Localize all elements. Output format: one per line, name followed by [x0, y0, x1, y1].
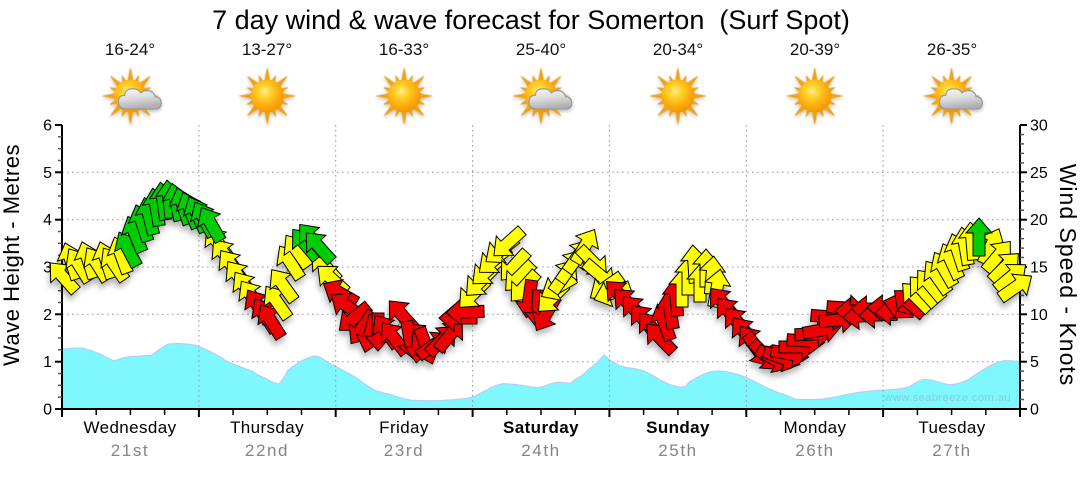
- svg-text:0: 0: [43, 402, 52, 419]
- svg-text:Wednesday: Wednesday: [83, 418, 176, 437]
- svg-text:20-39°: 20-39°: [790, 40, 840, 59]
- svg-text:16-24°: 16-24°: [105, 40, 155, 59]
- svg-text:Sunday: Sunday: [646, 418, 710, 437]
- svg-text:24th: 24th: [521, 441, 561, 460]
- svg-text:25th: 25th: [658, 441, 698, 460]
- svg-text:13-27°: 13-27°: [242, 40, 292, 59]
- svg-text:Wind Speed - Knots: Wind Speed - Knots: [1055, 164, 1080, 387]
- svg-text:0: 0: [1030, 402, 1039, 419]
- svg-text:6: 6: [43, 118, 52, 135]
- svg-text:16-33°: 16-33°: [379, 40, 429, 59]
- svg-text:4: 4: [43, 212, 52, 229]
- svg-text:10: 10: [1030, 307, 1048, 324]
- svg-text:15: 15: [1030, 260, 1048, 277]
- svg-text:25-40°: 25-40°: [516, 40, 566, 59]
- svg-text:20: 20: [1030, 212, 1048, 229]
- svg-text:Thursday: Thursday: [230, 418, 304, 437]
- svg-text:Friday: Friday: [379, 418, 429, 437]
- svg-text:5: 5: [43, 165, 52, 182]
- svg-text:22nd: 22nd: [245, 441, 289, 460]
- svg-text:1: 1: [43, 354, 52, 371]
- svg-text:5: 5: [1030, 354, 1039, 371]
- svg-text:Wave Height - Metres: Wave Height - Metres: [0, 144, 24, 366]
- svg-text:Monday: Monday: [784, 418, 847, 437]
- svg-text:3: 3: [43, 260, 52, 277]
- svg-text:Tuesday: Tuesday: [918, 418, 985, 437]
- svg-text:27th: 27th: [932, 441, 972, 460]
- svg-text:www.seabreeze.com.au: www.seabreeze.com.au: [883, 392, 1011, 404]
- svg-text:25: 25: [1030, 165, 1048, 182]
- svg-text:23rd: 23rd: [384, 441, 424, 460]
- svg-text:30: 30: [1030, 118, 1048, 135]
- svg-text:7 day wind & wave forecast for: 7 day wind & wave forecast for Somerton …: [212, 5, 850, 35]
- svg-text:26-35°: 26-35°: [927, 40, 977, 59]
- svg-text:20-34°: 20-34°: [653, 40, 703, 59]
- svg-text:Saturday: Saturday: [503, 418, 579, 437]
- svg-text:2: 2: [43, 307, 52, 324]
- svg-text:21st: 21st: [111, 441, 150, 460]
- svg-text:26th: 26th: [795, 441, 835, 460]
